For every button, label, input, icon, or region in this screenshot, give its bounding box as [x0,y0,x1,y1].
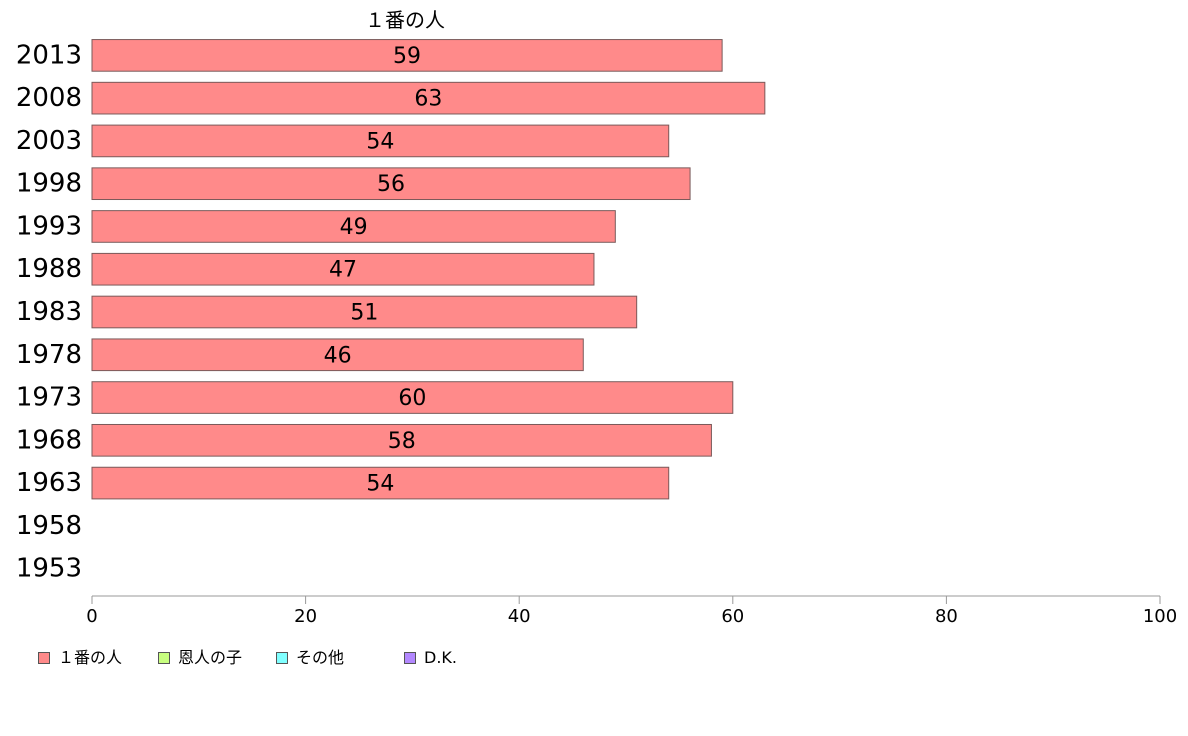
x-tick-label: 0 [86,606,97,627]
category-label: 2008 [16,83,82,113]
plot-area: 2013 59 2008 63 2003 54 1998 56 1993 49 1988 47 1983… [16,39,1177,627]
data-label: 49 [340,215,368,240]
category-label: 1978 [16,340,82,370]
data-label: 58 [388,429,416,454]
legend-swatch [158,652,170,664]
bar [91,210,616,243]
data-label: 47 [329,258,357,283]
series-title: １番の人 [365,8,445,32]
legend-label: その他 [296,648,345,667]
category-label: 1998 [16,169,82,199]
category-label: 1993 [16,211,82,241]
legend-label: D.K. [424,648,457,667]
category-label: 1973 [16,383,82,413]
data-label: 56 [377,172,405,197]
x-tick-label: 20 [294,606,317,627]
category-label: 1988 [16,254,82,284]
data-label: 51 [350,301,378,326]
legend-label: １番の人 [58,648,123,667]
category-label: 1958 [16,511,82,541]
bar [91,167,691,201]
bar [91,423,712,457]
bar [91,81,766,115]
data-label: 60 [398,386,426,411]
x-tick-label: 40 [508,606,531,627]
data-label: 46 [324,343,352,368]
legend-swatch [38,652,50,664]
bar [91,295,638,329]
bar [91,252,595,286]
bar [91,39,723,72]
category-label: 1983 [16,297,82,327]
data-label: 59 [393,44,421,69]
legend-swatch [276,652,288,664]
category-label: 1963 [16,468,82,498]
category-label: 1968 [16,425,82,455]
data-label: 54 [366,129,394,154]
bar [91,124,670,158]
x-tick-label: 80 [935,606,958,627]
category-label: 1953 [16,554,82,584]
data-label: 63 [414,87,442,112]
category-label: 2003 [16,126,82,156]
x-tick-label: 60 [721,606,744,627]
category-label: 2013 [16,40,82,70]
legend-label: 恩人の子 [178,648,243,667]
x-tick-label: 100 [1143,606,1177,627]
bar [91,466,670,500]
legend-swatch [404,652,416,664]
data-label: 54 [366,472,394,497]
bar [91,338,584,372]
bar [91,381,734,414]
